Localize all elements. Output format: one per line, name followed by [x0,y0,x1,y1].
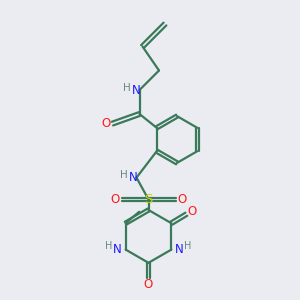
Text: H: H [123,82,131,93]
Text: N: N [113,243,122,256]
Text: H: H [105,241,113,251]
Text: N: N [128,171,137,184]
Text: S: S [144,193,153,206]
Text: N: N [175,243,184,256]
Text: H: H [120,169,128,180]
Text: O: O [101,117,110,130]
Text: N: N [131,83,140,97]
Text: O: O [110,193,119,206]
Text: O: O [178,193,187,206]
Text: H: H [184,241,192,251]
Text: O: O [188,205,197,218]
Text: O: O [144,278,153,292]
